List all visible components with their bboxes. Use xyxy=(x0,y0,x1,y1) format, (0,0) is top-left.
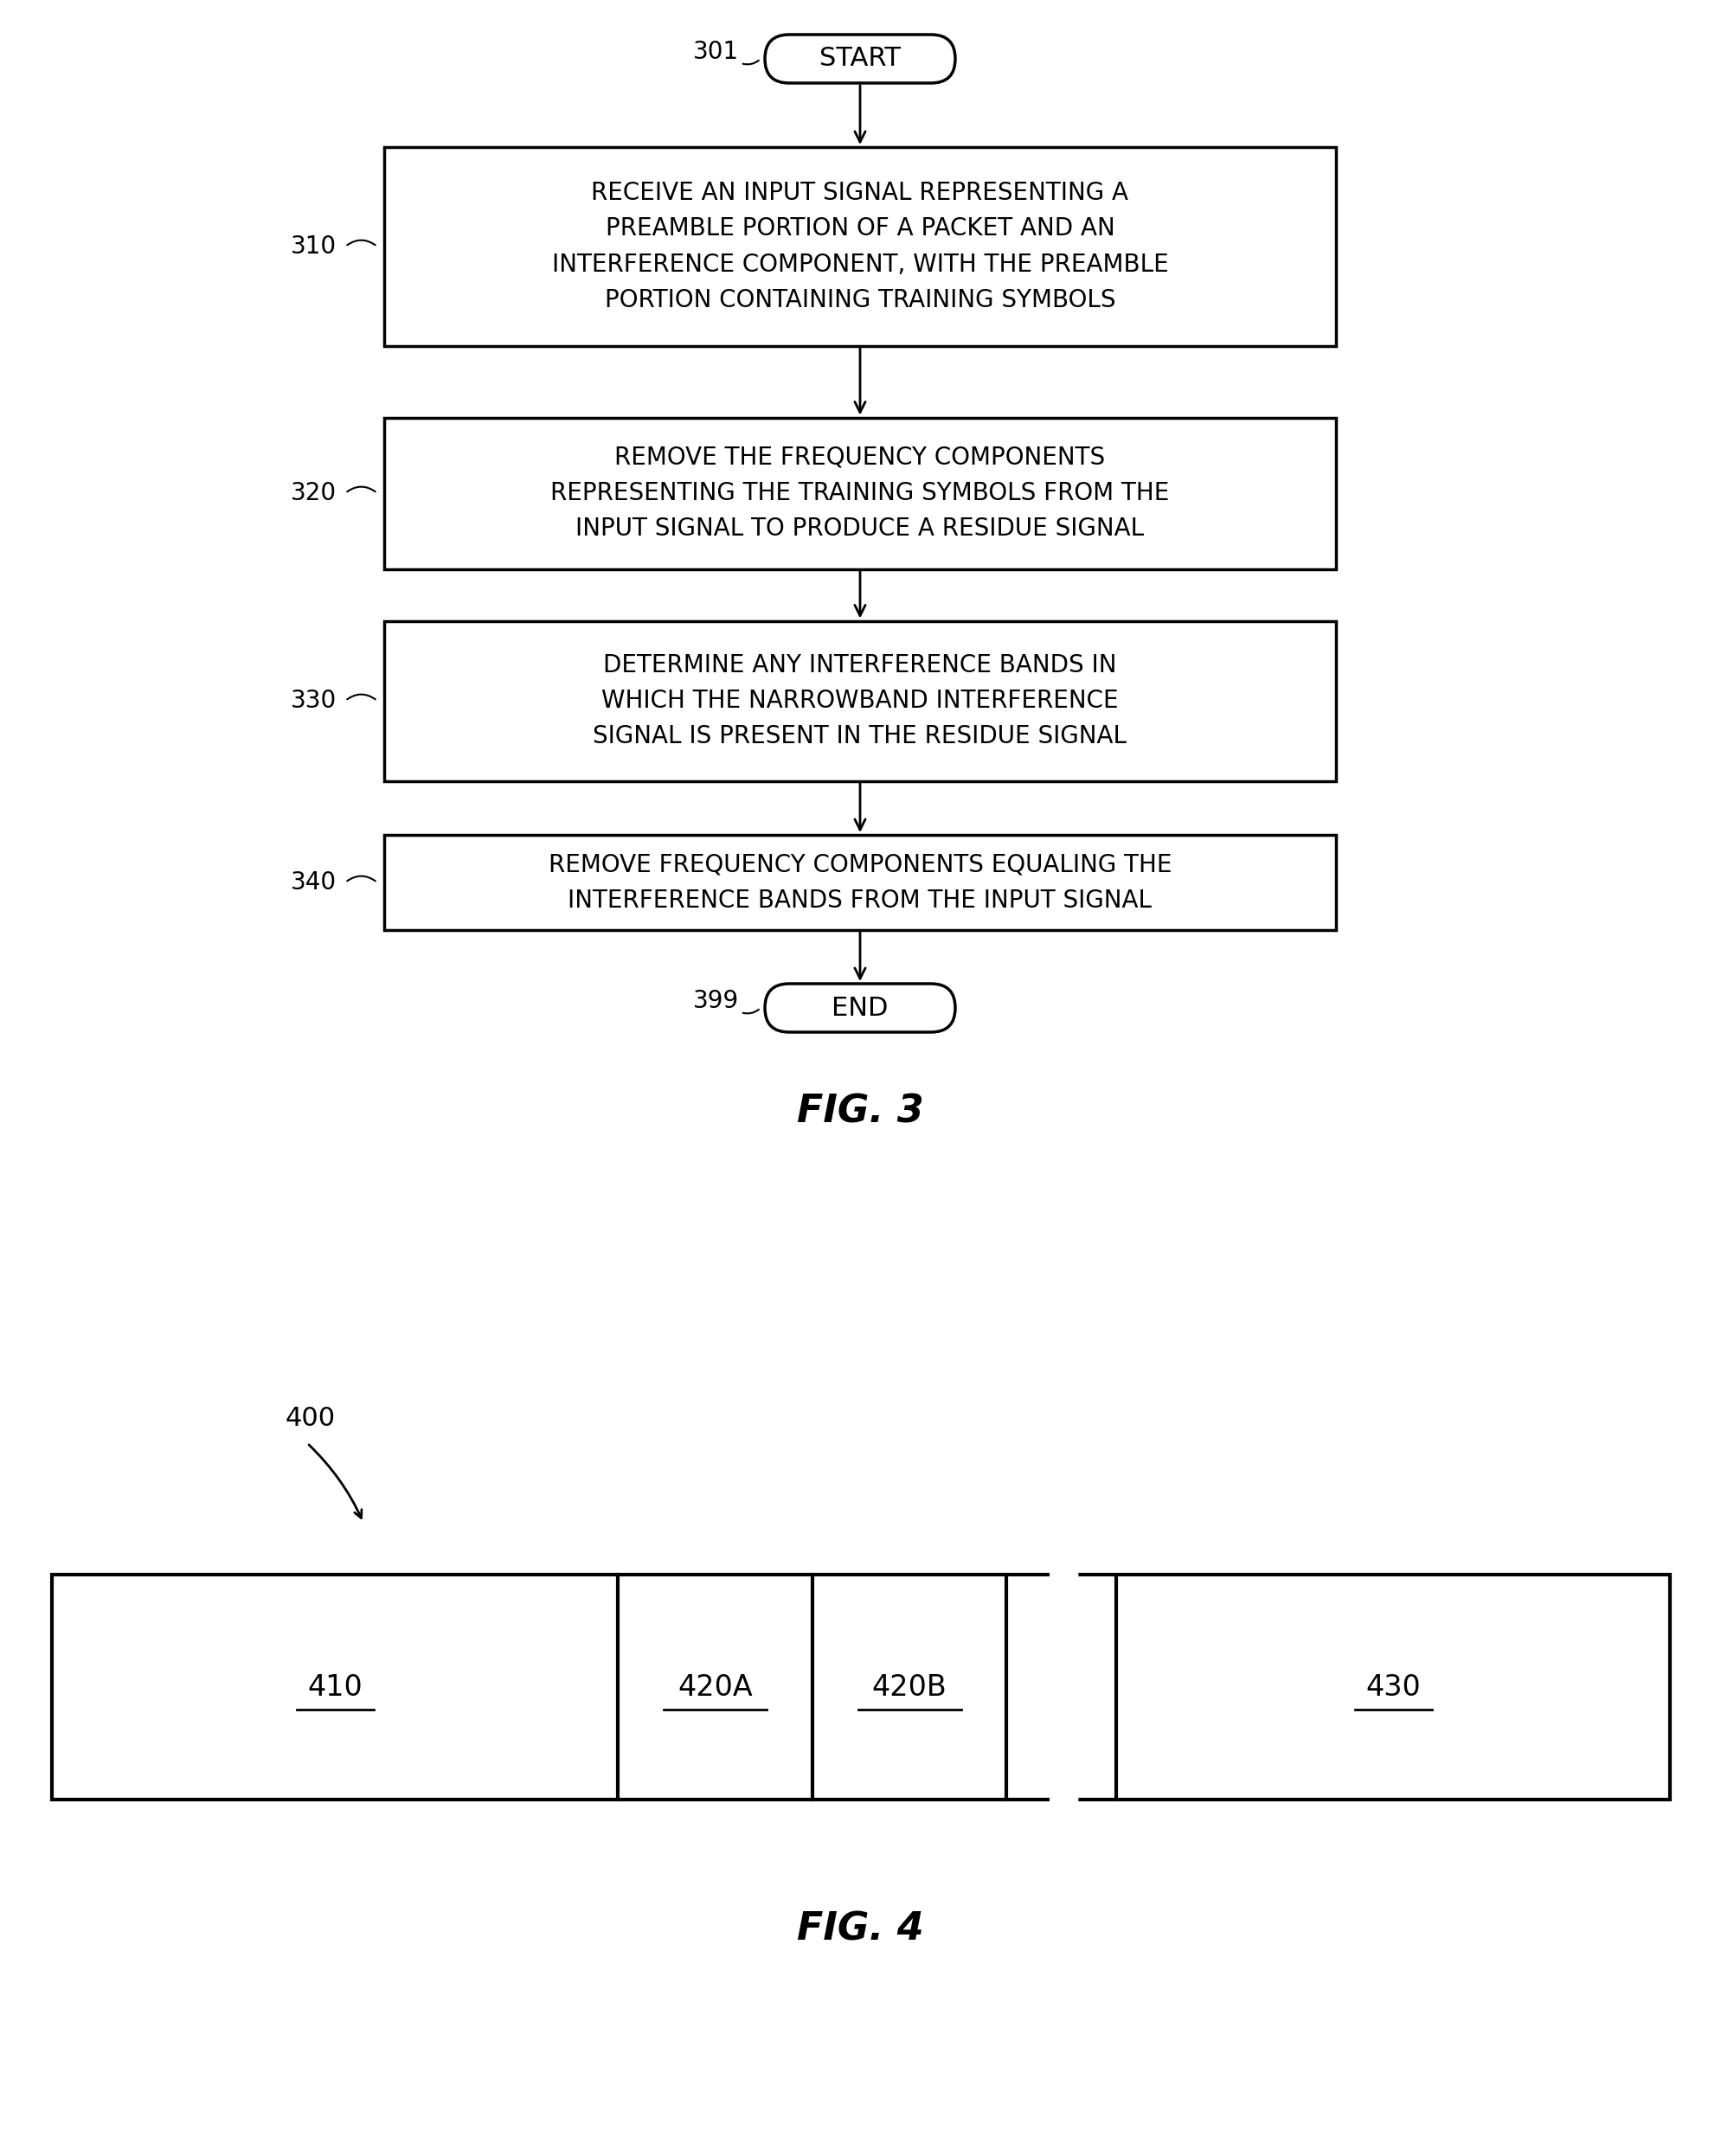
Text: RECEIVE AN INPUT SIGNAL REPRESENTING A
PREAMBLE PORTION OF A PACKET AND AN
INTER: RECEIVE AN INPUT SIGNAL REPRESENTING A P… xyxy=(552,181,1169,313)
Text: 420A: 420A xyxy=(678,1673,752,1701)
Text: REMOVE THE FREQUENCY COMPONENTS
REPRESENTING THE TRAINING SYMBOLS FROM THE
INPUT: REMOVE THE FREQUENCY COMPONENTS REPRESEN… xyxy=(551,446,1170,541)
Bar xyxy=(384,147,1335,347)
FancyBboxPatch shape xyxy=(764,983,955,1033)
Text: 400: 400 xyxy=(286,1406,336,1432)
Text: FIG. 4: FIG. 4 xyxy=(797,1910,924,1947)
Text: 420B: 420B xyxy=(873,1673,947,1701)
Bar xyxy=(384,621,1335,780)
Bar xyxy=(52,1574,1007,1800)
Text: FIG. 3: FIG. 3 xyxy=(797,1093,924,1130)
FancyBboxPatch shape xyxy=(764,34,955,84)
Text: 330: 330 xyxy=(291,688,337,714)
Text: START: START xyxy=(819,45,900,71)
Text: 399: 399 xyxy=(694,990,738,1013)
Text: 340: 340 xyxy=(291,871,337,895)
Text: 301: 301 xyxy=(694,39,738,65)
Bar xyxy=(384,418,1335,569)
Text: 410: 410 xyxy=(308,1673,363,1701)
Text: 310: 310 xyxy=(291,235,337,259)
Text: REMOVE FREQUENCY COMPONENTS EQUALING THE
INTERFERENCE BANDS FROM THE INPUT SIGNA: REMOVE FREQUENCY COMPONENTS EQUALING THE… xyxy=(549,852,1172,912)
Text: DETERMINE ANY INTERFERENCE BANDS IN
WHICH THE NARROWBAND INTERFERENCE
SIGNAL IS : DETERMINE ANY INTERFERENCE BANDS IN WHIC… xyxy=(594,653,1127,748)
Text: 320: 320 xyxy=(291,481,337,505)
Bar xyxy=(384,834,1335,929)
Text: END: END xyxy=(831,996,888,1020)
Bar xyxy=(1117,1574,1669,1800)
Text: 430: 430 xyxy=(1366,1673,1422,1701)
